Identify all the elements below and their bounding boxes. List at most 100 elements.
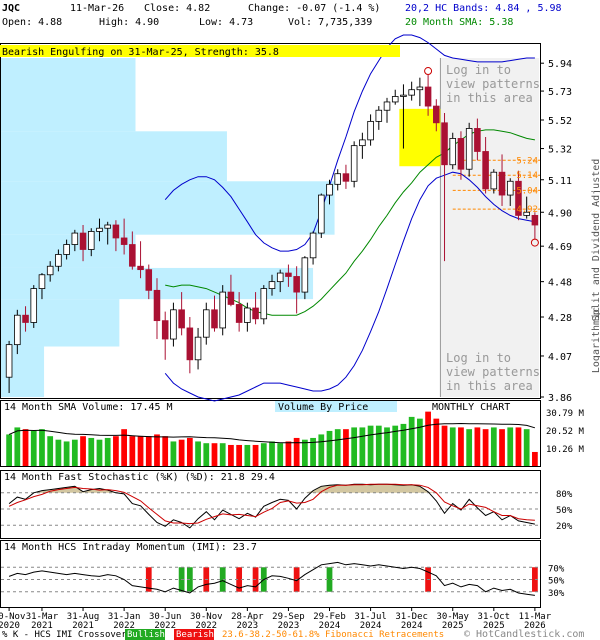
vbp-label-bg: [275, 401, 397, 412]
pattern-banner: [0, 45, 400, 57]
candle-body-19: [161, 320, 169, 340]
sma-line: [165, 129, 535, 316]
volume-bar-59: [490, 427, 497, 466]
volume-bar-36: [301, 439, 308, 466]
candle-body-37: [309, 232, 317, 259]
volume-bar-15: [129, 436, 136, 466]
imi-tick-label-2: 30%: [548, 589, 565, 599]
candle-body-25: [211, 309, 218, 329]
x-label-11: 30-May 2025: [436, 612, 469, 631]
candle-body-60: [498, 171, 506, 196]
volume-tick-label-2: 10.26 M: [546, 445, 585, 455]
candle-body-4: [38, 274, 46, 289]
lower-band-line: [164, 171, 535, 402]
volume-bar-22: [186, 437, 193, 466]
vbp-bar-2: [1, 181, 335, 235]
candle-body-7: [63, 244, 70, 255]
volume-bar-37: [310, 437, 316, 466]
low-label: Low: 4.73: [199, 17, 253, 28]
volume-bar-12: [104, 437, 111, 466]
candle-body-44: [367, 120, 374, 141]
locked-text-1-2: in this area: [446, 379, 533, 393]
volume-bar-45: [375, 425, 382, 466]
candle-body-41: [342, 173, 350, 182]
candle-body-39: [326, 183, 333, 196]
ticker-label: JQC: [2, 3, 20, 14]
volume-bar-58: [482, 429, 489, 466]
candle-body-47: [391, 96, 399, 103]
volume-bar-1: [14, 427, 21, 466]
candle-body-3: [30, 288, 38, 323]
vbp-label: Volume By Price: [278, 402, 368, 413]
candle-body-14: [120, 237, 128, 245]
volume-bar-60: [499, 429, 505, 466]
fib-level-label-0: 5.24: [516, 156, 538, 166]
x-label-10: 31-Dec 2024: [395, 612, 428, 631]
locked-text-0-2: in this area: [446, 91, 533, 105]
candle-body-42: [350, 145, 358, 182]
volume-bar-0: [6, 434, 12, 466]
candle-body-11: [96, 227, 103, 232]
volume-bar-6: [55, 439, 62, 466]
volume-bar-14: [121, 429, 127, 466]
volume-tick-label-1: 20.52 M: [546, 427, 585, 437]
x-label-7: 29-Sep 2023: [272, 612, 305, 631]
candle-body-23: [194, 336, 202, 361]
x-label-9: 31-Jul 2024: [354, 612, 387, 631]
vbp-bar-0: [1, 58, 136, 132]
price-tick-label-0: 5.94: [548, 59, 572, 70]
volume-bar-33: [277, 443, 284, 466]
volume-bar-64: [532, 451, 538, 466]
copyright-label: © HotCandlestick.com: [464, 629, 584, 640]
monthly-chart-label: MONTHLY CHART: [432, 402, 510, 413]
volume-bar-43: [359, 427, 366, 466]
candle-body-49: [408, 89, 415, 96]
locked-region: [440, 58, 539, 397]
candle-body-28: [235, 304, 243, 323]
volume-bar-8: [71, 439, 78, 466]
candle-body-32: [268, 281, 276, 289]
fib-level-label-1: 5.14: [516, 171, 538, 181]
panel-frame-2: [0, 470, 541, 539]
volume-bar-30: [252, 444, 259, 466]
candle-body-35: [293, 276, 300, 293]
volume-bar-24: [203, 443, 210, 466]
panel-frame-0: [0, 43, 541, 399]
volume-bar-26: [219, 443, 226, 466]
volume-bar-49: [408, 416, 415, 466]
volume-bar-48: [400, 423, 407, 466]
bullish-legend: Bullish: [127, 630, 165, 640]
candle-body-59: [490, 171, 498, 190]
imi-line: [8, 561, 535, 596]
volume-bar-40: [334, 429, 341, 466]
stochastic-label: 14 Month Fast Stochastic (%K) (%D): 21.8…: [4, 472, 275, 483]
price-tick-label-10: 3.86: [548, 393, 572, 404]
stoch-k-line: [8, 483, 535, 529]
volume-bar-32: [269, 441, 275, 466]
candle-body-58: [482, 151, 489, 190]
volume-bar-11: [96, 439, 103, 466]
candle-body-36: [301, 257, 309, 293]
candle-body-24: [203, 309, 210, 338]
panel-frame-3: [0, 540, 541, 608]
volume-bar-47: [392, 425, 399, 466]
volume-bar-2: [22, 429, 29, 466]
volume-bar-9: [80, 436, 86, 466]
price-tick-label-4: 5.11: [548, 176, 572, 187]
volume-bar-3: [30, 430, 37, 466]
volume-bar-35: [293, 437, 300, 466]
candle-body-57: [474, 128, 481, 152]
candle-body-38: [318, 194, 325, 234]
stoch-tick-label-0: 80%: [556, 490, 573, 500]
vbp-bar-5: [1, 299, 120, 347]
volume-bar-46: [384, 427, 390, 466]
last-close-marker: [530, 238, 539, 247]
volume-bar-29: [244, 444, 251, 466]
volume-bar-53: [441, 425, 448, 466]
volume-bar-19: [162, 436, 169, 466]
volume-bar-27: [228, 444, 234, 466]
imi-bear-marker-6: [532, 567, 538, 592]
volume-bar-23: [195, 441, 201, 466]
change-label: Change: -0.07 (-1.4 %): [248, 3, 380, 14]
imi-label: 14 Month HCS Intraday Momentum (IMI): 23…: [4, 542, 257, 553]
